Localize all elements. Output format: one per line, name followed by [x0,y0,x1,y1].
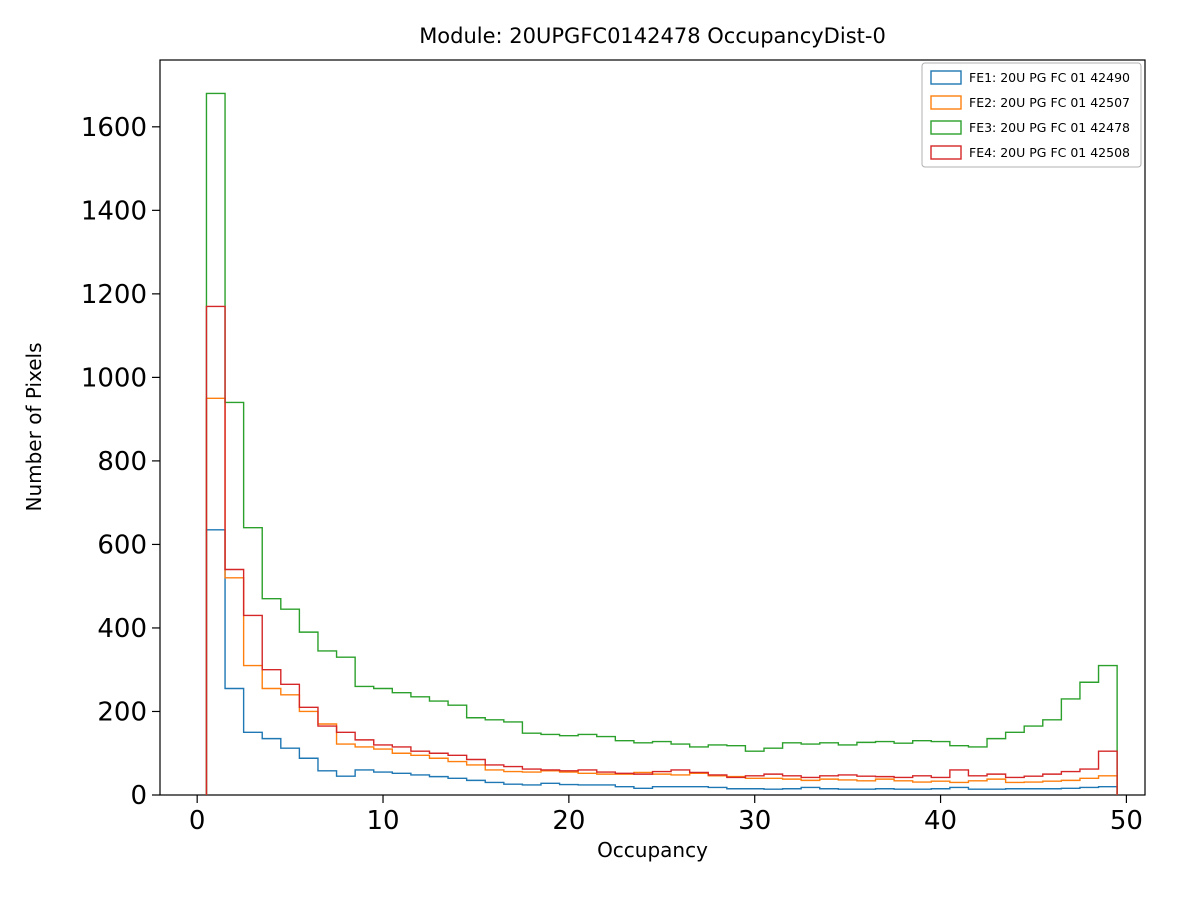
y-axis-label: Number of Pixels [22,342,46,512]
y-tick-label: 400 [97,614,147,644]
legend-label-fe4: FE4: 20U PG FC 01 42508 [969,145,1130,160]
y-tick-label: 0 [130,781,147,811]
legend-label-fe3: FE3: 20U PG FC 01 42478 [969,120,1130,135]
x-tick-label: 10 [366,806,399,836]
legend-swatch-fe1 [930,70,962,85]
chart-title: Module: 20UPGFC0142478 OccupancyDist-0 [419,24,886,48]
y-tick-label: 600 [97,530,147,560]
legend-swatch-fe4 [930,145,962,160]
x-tick-label: 40 [924,806,957,836]
x-axis-label: Occupancy [597,838,708,862]
y-tick-label: 1400 [81,196,147,226]
x-tick-label: 0 [189,806,206,836]
y-tick-label: 1000 [81,363,147,393]
y-tick-label: 1600 [81,113,147,143]
y-tick-label: 1200 [81,280,147,310]
y-tick-label: 200 [97,697,147,727]
legend-label-fe1: FE1: 20U PG FC 01 42490 [969,70,1130,85]
x-tick-label: 30 [738,806,771,836]
legend-swatch-fe3 [930,120,962,135]
legend-box [921,62,1142,168]
legend-swatch-fe2 [930,95,962,110]
legend-label-fe2: FE2: 20U PG FC 01 42507 [969,95,1130,110]
y-tick-label: 800 [97,447,147,477]
plot-border [159,59,1146,796]
series-fe4 [205,305,1118,795]
series-fe2 [205,397,1118,795]
series-fe3 [205,92,1118,795]
x-tick-label: 50 [1110,806,1143,836]
x-tick-label: 20 [552,806,585,836]
series-fe1 [205,529,1118,795]
